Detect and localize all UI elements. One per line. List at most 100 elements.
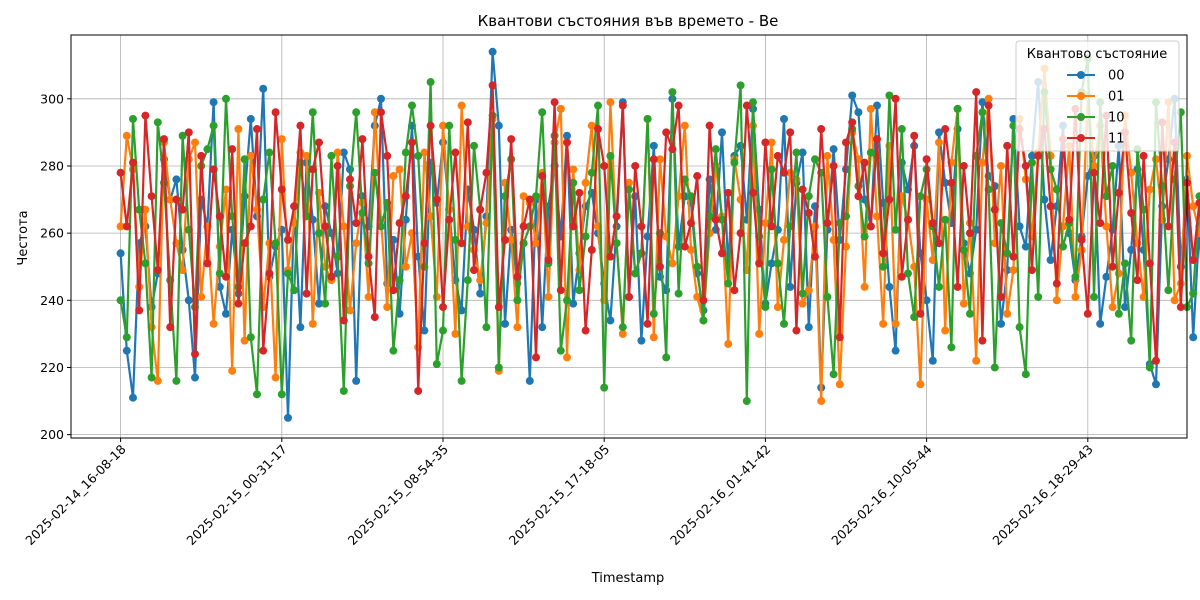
data-point-11: [804, 208, 813, 217]
data-point-10: [191, 303, 199, 312]
data-point-11: [1133, 276, 1142, 285]
data-point-11: [1114, 188, 1123, 197]
data-point-11: [1195, 198, 1200, 207]
data-point-01: [724, 339, 733, 348]
data-point-11: [160, 135, 168, 144]
data-point-01: [879, 319, 888, 328]
y-tick-label: 300: [40, 91, 64, 106]
data-point-01: [277, 135, 286, 144]
data-point-01: [346, 306, 354, 315]
data-point-10: [370, 168, 379, 177]
data-point-10: [978, 108, 987, 117]
x-axis-label: Timestamp: [591, 571, 665, 586]
data-point-10: [116, 296, 125, 305]
data-point-01: [1009, 266, 1018, 275]
data-point-01: [668, 259, 677, 268]
data-point-10: [947, 343, 956, 352]
data-point-10: [1164, 286, 1173, 295]
data-point-10: [718, 215, 726, 224]
data-point-00: [339, 148, 348, 157]
data-point-11: [600, 161, 609, 170]
data-point-11: [184, 128, 193, 137]
data-point-10: [860, 232, 869, 241]
data-point-11: [141, 111, 150, 120]
data-point-10: [1108, 161, 1117, 170]
y-axis-label: Честота: [16, 210, 31, 265]
data-point-11: [587, 245, 596, 254]
data-point-10: [724, 279, 733, 288]
data-point-11: [153, 266, 162, 275]
data-point-11: [910, 131, 919, 140]
data-point-01: [587, 121, 596, 130]
data-point-11: [209, 165, 218, 174]
data-point-01: [383, 303, 392, 312]
data-point-01: [209, 319, 218, 328]
data-point-10: [792, 148, 801, 157]
data-point-01: [935, 138, 943, 147]
data-point-00: [829, 145, 838, 154]
data-point-10: [494, 363, 503, 372]
data-point-11: [767, 222, 776, 231]
data-point-11: [866, 222, 875, 231]
data-point-11: [420, 239, 429, 248]
data-point-00: [321, 202, 330, 211]
data-point-10: [265, 148, 274, 157]
data-point-10: [879, 262, 888, 271]
data-point-11: [978, 336, 987, 345]
data-point-01: [761, 219, 770, 228]
y-tick-label: 220: [40, 360, 64, 375]
data-point-11: [296, 121, 305, 130]
data-point-00: [1096, 319, 1105, 328]
data-point-10: [1102, 192, 1111, 201]
data-point-00: [1021, 242, 1030, 251]
data-point-11: [277, 185, 286, 194]
data-point-10: [321, 299, 330, 308]
data-point-11: [556, 286, 565, 295]
legend-entry-01: 01: [1067, 90, 1125, 105]
data-point-11: [848, 118, 857, 127]
data-point-10: [532, 192, 540, 201]
data-point-11: [339, 316, 348, 325]
data-point-00: [476, 289, 485, 298]
data-point-11: [377, 108, 385, 117]
data-point-01: [984, 94, 993, 103]
data-point-01: [197, 292, 206, 301]
data-point-11: [1164, 222, 1173, 231]
data-point-11: [792, 326, 801, 335]
data-point-11: [290, 202, 299, 211]
data-point-11: [594, 125, 602, 134]
data-point-10: [470, 141, 478, 150]
data-point-10: [699, 316, 708, 325]
data-point-11: [798, 185, 807, 194]
data-point-11: [780, 168, 788, 177]
data-point-11: [643, 319, 652, 328]
data-point-00: [1040, 195, 1049, 204]
data-point-01: [773, 303, 782, 312]
data-point-01: [873, 212, 881, 221]
data-point-11: [1083, 309, 1092, 318]
data-point-10: [631, 269, 640, 278]
data-point-11: [656, 262, 664, 271]
data-point-11: [333, 161, 342, 170]
data-point-11: [1003, 141, 1012, 150]
data-point-10: [990, 363, 999, 372]
data-point-00: [246, 114, 255, 123]
data-point-10: [222, 94, 230, 103]
data-point-11: [525, 195, 534, 204]
data-point-10: [910, 313, 919, 322]
data-point-00: [222, 309, 230, 318]
data-point-10: [618, 323, 627, 332]
legend-marker-11: [1077, 134, 1085, 142]
data-point-10: [129, 114, 137, 123]
data-point-00: [525, 376, 534, 385]
data-point-10: [749, 98, 757, 107]
data-point-10: [835, 219, 844, 228]
data-point-01: [823, 151, 832, 160]
data-point-00: [637, 336, 646, 345]
data-point-11: [680, 242, 689, 251]
data-point-11: [383, 151, 392, 160]
series-line-11: [119, 84, 1200, 393]
data-point-10: [463, 276, 472, 285]
data-point-11: [842, 138, 850, 147]
data-point-10: [953, 104, 962, 113]
